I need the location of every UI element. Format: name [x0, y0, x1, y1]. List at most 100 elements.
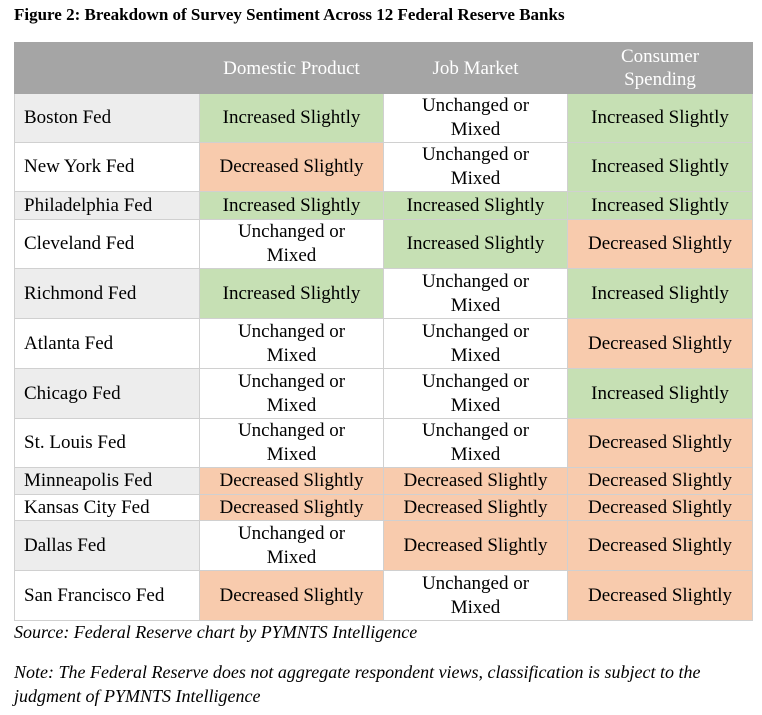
sentiment-cell: Unchanged or Mixed	[199, 368, 384, 419]
bank-name: Kansas City Fed	[14, 494, 200, 521]
header-row: Domestic Product Job Market Consumer Spe…	[14, 42, 753, 94]
sentiment-cell: Increased Slightly	[567, 93, 753, 143]
sentiment-cell: Decreased Slightly	[199, 142, 384, 192]
sentiment-cell: Increased Slightly	[199, 191, 384, 220]
sentiment-cell: Decreased Slightly	[199, 570, 384, 621]
table-row: Minneapolis Fed Decreased Slightly Decreas…	[14, 467, 753, 495]
sentiment-value: Unchanged or Mixed	[421, 95, 530, 140]
sentiment-cell: Decreased Slightly	[567, 467, 753, 495]
sentiment-value: Decreased Slightly	[587, 432, 733, 453]
sentiment-cell: Decreased Slightly	[199, 494, 384, 521]
classification-note: Note: The Federal Reserve does not aggre…	[14, 662, 701, 706]
sentiment-value: Unchanged or Mixed	[421, 370, 530, 416]
bank-name: St. Louis Fed	[14, 418, 200, 468]
sentiment-value: Decreased Slightly	[587, 534, 733, 556]
bank-name: Chicago Fed	[14, 368, 200, 419]
bank-name: Richmond Fed	[14, 268, 200, 319]
bank-name: Atlanta Fed	[14, 318, 200, 369]
table-row: Richmond Fed Increased Slightly Unchanged …	[14, 268, 753, 319]
sentiment-value: Decreased Slightly	[403, 534, 548, 556]
sentiment-cell: Unchanged or Mixed	[383, 268, 568, 319]
table-row: Philadelphia Fed Increased Slightly Increa…	[14, 191, 753, 220]
source-note: Source: Federal Reserve chart by PYMNTS …	[14, 622, 418, 642]
sentiment-value: Decreased Slightly	[219, 496, 364, 518]
bank-name: Cleveland Fed	[14, 219, 200, 269]
sentiment-value: Increased Slightly	[406, 233, 545, 254]
header-domestic-product: Domestic Product	[199, 42, 384, 94]
sentiment-value: Unchanged or Mixed	[237, 320, 346, 366]
sentiment-cell: Increased Slightly	[567, 191, 753, 220]
sentiment-value: Unchanged or Mixed	[421, 420, 530, 465]
sentiment-cell: Unchanged or Mixed	[383, 368, 568, 419]
sentiment-value: Increased Slightly	[406, 194, 545, 216]
sentiment-value: Decreased Slightly	[219, 584, 364, 606]
sentiment-value: Increased Slightly	[591, 382, 729, 404]
header-job-market: Job Market	[383, 42, 568, 94]
sentiment-cell: Unchanged or Mixed	[383, 418, 568, 468]
table-row: San Francisco Fed Decreased Slightly Uncha…	[14, 570, 753, 621]
header-consumer-spending: Consumer Spending	[567, 42, 753, 94]
sentiment-cell: Decreased Slightly	[567, 318, 753, 369]
bank-name: Dallas Fed	[14, 520, 200, 571]
bank-name: New York Fed	[14, 142, 200, 192]
sentiment-cell: Decreased Slightly	[383, 520, 568, 571]
bank-name: Minneapolis Fed	[14, 467, 200, 495]
bank-name: San Francisco Fed	[14, 570, 200, 621]
sentiment-cell: Increased Slightly	[567, 142, 753, 192]
sentiment-value: Unchanged or Mixed	[421, 270, 530, 316]
sentiment-value: Increased Slightly	[591, 156, 729, 177]
sentiment-cell: Decreased Slightly	[567, 494, 753, 521]
sentiment-value: Increased Slightly	[222, 194, 361, 216]
sentiment-cell: Decreased Slightly	[199, 467, 384, 495]
sentiment-value: Increased Slightly	[222, 107, 361, 128]
bank-name: Boston Fed	[14, 93, 200, 143]
sentiment-cell: Increased Slightly	[383, 219, 568, 269]
sentiment-cell: Unchanged or Mixed	[383, 93, 568, 143]
table-row: St. Louis Fed Unchanged or Mixed Unchanged…	[14, 418, 753, 468]
sentiment-cell: Decreased Slightly	[567, 570, 753, 621]
sentiment-cell: Decreased Slightly	[383, 494, 568, 521]
sentiment-value: Unchanged or Mixed	[237, 370, 346, 416]
sentiment-cell: Decreased Slightly	[567, 520, 753, 571]
sentiment-value: Decreased Slightly	[587, 470, 733, 491]
sentiment-value: Increased Slightly	[591, 282, 729, 304]
sentiment-cell: Unchanged or Mixed	[199, 418, 384, 468]
table-row: Dallas Fed Unchanged or Mixed Decreased Sl…	[14, 520, 753, 571]
sentiment-value: Decreased Slightly	[219, 156, 364, 177]
header-bank	[14, 42, 200, 94]
bank-name: Philadelphia Fed	[14, 191, 200, 220]
sentiment-value: Unchanged or Mixed	[237, 522, 346, 568]
sentiment-value: Unchanged or Mixed	[421, 320, 530, 366]
sentiment-cell: Increased Slightly	[199, 268, 384, 319]
sentiment-value: Decreased Slightly	[587, 233, 733, 254]
sentiment-cell: Unchanged or Mixed	[383, 318, 568, 369]
sentiment-value: Increased Slightly	[591, 194, 729, 216]
sentiment-cell: Increased Slightly	[199, 93, 384, 143]
sentiment-cell: Increased Slightly	[567, 268, 753, 319]
table-row: Boston Fed Increased Slightly Unchanged or…	[14, 93, 753, 143]
sentiment-value: Increased Slightly	[591, 107, 729, 128]
sentiment-cell: Decreased Slightly	[567, 219, 753, 269]
sentiment-cell: Decreased Slightly	[383, 467, 568, 495]
sentiment-cell: Increased Slightly	[383, 191, 568, 220]
table-row: Cleveland Fed Unchanged or Mixed Increased…	[14, 219, 753, 269]
sentiment-cell: Unchanged or Mixed	[383, 570, 568, 621]
sentiment-value: Decreased Slightly	[403, 496, 548, 518]
sentiment-cell: Unchanged or Mixed	[199, 318, 384, 369]
sentiment-table: Domestic Product Job Market Consumer Spe…	[14, 42, 753, 621]
sentiment-cell: Unchanged or Mixed	[199, 520, 384, 571]
sentiment-value: Decreased Slightly	[587, 496, 733, 518]
sentiment-value: Decreased Slightly	[587, 584, 733, 606]
sentiment-value: Unchanged or Mixed	[421, 572, 530, 618]
sentiment-value: Decreased Slightly	[403, 470, 548, 491]
table-row: Chicago Fed Unchanged or Mixed Unchanged o…	[14, 368, 753, 419]
table-row: Kansas City Fed Decreased Slightly Decreas…	[14, 494, 753, 521]
sentiment-cell: Decreased Slightly	[567, 418, 753, 468]
table-row: New York Fed Decreased Slightly Unchanged …	[14, 142, 753, 192]
table-row: Atlanta Fed Unchanged or Mixed Unchanged o…	[14, 318, 753, 369]
sentiment-value: Unchanged or Mixed	[237, 221, 346, 266]
sentiment-cell: Unchanged or Mixed	[199, 219, 384, 269]
sentiment-value: Decreased Slightly	[219, 470, 364, 491]
sentiment-value: Unchanged or Mixed	[421, 144, 530, 189]
figure-title: Figure 2: Breakdown of Survey Sentiment …	[14, 5, 565, 24]
